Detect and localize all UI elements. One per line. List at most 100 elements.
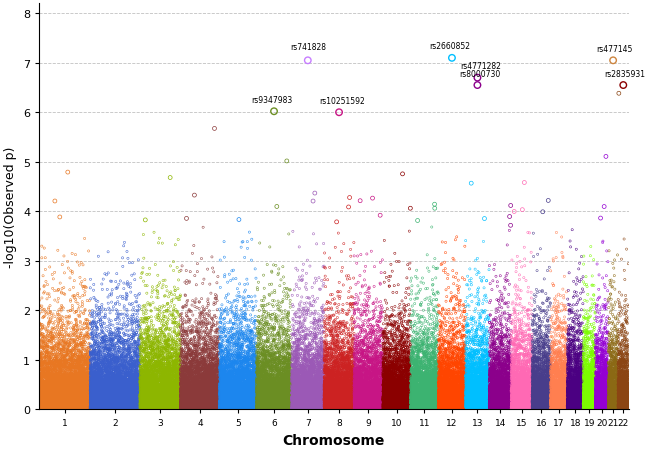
Point: [544, 398, 554, 405]
Point: [386, 405, 396, 412]
Point: [516, 394, 526, 401]
Point: [174, 396, 184, 403]
Point: [302, 395, 312, 402]
Point: [206, 315, 216, 322]
Point: [484, 405, 495, 413]
Point: [257, 373, 268, 380]
Point: [183, 385, 193, 392]
Point: [86, 366, 96, 373]
Point: [535, 356, 545, 364]
Point: [542, 350, 552, 357]
Point: [402, 344, 413, 351]
Point: [68, 401, 78, 408]
Point: [483, 395, 493, 402]
Point: [162, 377, 173, 384]
Point: [134, 403, 144, 410]
Point: [88, 364, 99, 372]
Point: [64, 382, 74, 389]
Point: [538, 405, 549, 412]
Point: [328, 375, 338, 382]
Point: [225, 401, 235, 408]
Point: [578, 387, 589, 395]
Point: [404, 361, 414, 368]
Point: [92, 392, 102, 400]
Point: [133, 391, 144, 398]
Point: [236, 400, 246, 408]
Point: [552, 387, 563, 395]
Point: [56, 388, 66, 395]
Point: [185, 399, 195, 406]
Point: [579, 373, 590, 381]
Point: [116, 387, 127, 394]
Point: [284, 404, 294, 411]
Point: [601, 382, 611, 389]
Point: [77, 387, 88, 394]
Point: [136, 374, 146, 381]
Point: [153, 396, 164, 403]
Point: [236, 382, 246, 389]
Point: [210, 368, 220, 375]
Point: [134, 376, 144, 383]
Point: [113, 386, 124, 393]
Point: [395, 380, 406, 387]
Point: [573, 396, 583, 403]
Point: [286, 400, 296, 408]
Point: [107, 330, 117, 337]
Point: [183, 399, 194, 406]
Point: [73, 400, 83, 408]
Point: [365, 384, 375, 391]
Point: [405, 325, 415, 332]
Point: [606, 368, 617, 375]
Point: [228, 358, 239, 365]
Point: [377, 392, 387, 399]
Point: [285, 336, 296, 343]
Point: [582, 386, 592, 393]
Point: [180, 349, 190, 356]
Point: [519, 397, 530, 405]
Point: [550, 337, 560, 345]
Point: [300, 377, 310, 385]
Point: [563, 395, 573, 402]
Point: [58, 401, 69, 408]
Point: [200, 404, 210, 411]
Point: [112, 359, 122, 367]
Point: [371, 394, 382, 401]
Point: [92, 370, 103, 377]
Point: [309, 405, 319, 412]
Point: [257, 391, 267, 398]
Point: [36, 382, 46, 389]
Point: [553, 369, 564, 377]
Point: [184, 278, 194, 285]
Point: [167, 388, 177, 395]
Point: [445, 380, 456, 387]
Point: [55, 387, 66, 394]
Point: [290, 328, 300, 336]
Point: [276, 384, 287, 391]
Point: [123, 395, 133, 402]
Point: [317, 380, 328, 387]
Point: [530, 349, 540, 356]
Point: [196, 372, 206, 379]
Point: [348, 379, 358, 386]
Point: [77, 388, 87, 396]
Point: [154, 352, 164, 359]
Point: [601, 396, 611, 403]
Point: [552, 397, 562, 405]
Point: [436, 382, 446, 390]
Point: [359, 392, 369, 399]
Point: [540, 362, 550, 369]
Point: [303, 402, 313, 409]
Point: [556, 382, 566, 390]
Point: [94, 402, 104, 409]
Point: [415, 388, 426, 395]
Point: [545, 398, 556, 405]
Point: [549, 384, 560, 391]
Point: [227, 391, 237, 399]
Point: [78, 389, 88, 396]
Point: [406, 394, 417, 401]
Point: [526, 400, 536, 407]
Point: [255, 385, 266, 392]
Point: [419, 373, 429, 381]
Point: [612, 397, 622, 405]
Point: [517, 382, 528, 389]
